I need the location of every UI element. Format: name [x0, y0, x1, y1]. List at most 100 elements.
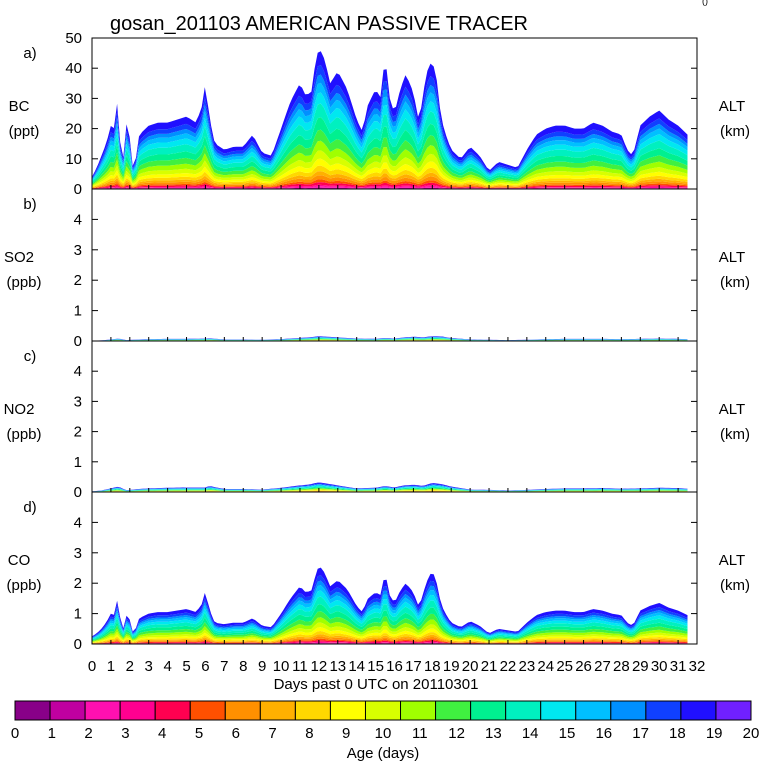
species-label-c: NO2: [4, 401, 35, 418]
x-tick-label: 7: [220, 658, 228, 675]
colorbar-swatch-2: [84, 700, 121, 721]
panel-b: 0 1 2 3 4 b) SO2 (ppb) ALT (km): [4, 188, 750, 350]
x-tick-label: 31: [670, 658, 687, 675]
colorbar-swatch-15: [540, 700, 577, 721]
colorbar-tick-label: 5: [195, 725, 203, 742]
y-tick-label-c: 2: [74, 424, 82, 441]
age-band-13-a: [92, 117, 688, 184]
y-tick-label-b: 3: [74, 242, 82, 259]
y-tick-label-c: 1: [74, 454, 82, 471]
age-band-15-b: [92, 337, 688, 341]
alt-units-b: (km): [720, 274, 750, 291]
x-tick-label: 8: [239, 658, 247, 675]
age-band-8-a: [92, 165, 688, 188]
colorbar-swatch-9: [329, 700, 366, 721]
x-tick-label: 3: [145, 658, 153, 675]
panel-frame-b: [91, 188, 698, 342]
units-label-c: (ppb): [6, 426, 41, 443]
colorbar-swatch-0: [14, 700, 51, 721]
age-band-10-a: [92, 150, 688, 187]
colorbar-tick-label: 16: [595, 725, 612, 742]
age-band-18-b: [92, 336, 688, 341]
x-tick-label: 24: [537, 658, 554, 675]
colorbar-swatch-10: [364, 700, 402, 721]
x-tick-label: 6: [201, 658, 209, 675]
units-label-a: (ppt): [9, 123, 40, 140]
x-tick-label: 10: [273, 658, 290, 675]
x-tick-label: 4: [163, 658, 171, 675]
age-band-7-d: [92, 634, 688, 644]
x-axis: 0 1 2 3 4 5 6 7 8 9 10 11 12 13 14 15 16 17 18 19 20 21 22 23 24…: [88, 658, 706, 675]
x-tick-label: 2: [126, 658, 134, 675]
alt-units-c: (km): [720, 426, 750, 443]
x-tick-label: 11: [292, 658, 308, 675]
x-axis-label: Days past 0 UTC on 20110301: [274, 676, 479, 693]
age-band-12-c: [92, 488, 688, 492]
x-tick-label: 18: [424, 658, 441, 675]
x-tick-label: 9: [258, 658, 266, 675]
x-tick-label: 13: [329, 658, 346, 675]
colorbar-tick-label: 14: [522, 725, 539, 742]
y-tick-label-d: 4: [74, 514, 82, 531]
age-band-16-c: [92, 484, 688, 492]
y-tick-label-a: 10: [65, 151, 82, 168]
x-tick-label: 15: [367, 658, 384, 675]
colorbar-tick-label: 7: [268, 725, 276, 742]
y-tick-label-a: 50: [65, 30, 82, 47]
colorbar-swatch-8: [294, 700, 331, 721]
colorbar-tick-label: 19: [706, 725, 723, 742]
age-band-9-d: [92, 627, 688, 643]
colorbar-swatch-16: [575, 700, 612, 721]
x-tick-label: 32: [689, 658, 706, 675]
colorbar-tick-label: 20: [743, 725, 760, 742]
y-tick-label-d: 3: [74, 545, 82, 562]
species-label-d: CO: [8, 552, 31, 569]
age-band-12-d: [92, 611, 688, 642]
colorbar-tick-label: 1: [48, 725, 56, 742]
colorbar-swatch-17: [610, 700, 647, 721]
x-tick-label: 5: [182, 658, 190, 675]
age-band-13-d: [92, 604, 688, 641]
alt-label-d: ALT: [719, 552, 745, 569]
colorbar-label: Age (days): [347, 745, 420, 762]
colorbar-swatch-12: [435, 700, 472, 721]
colorbar-tick-label: 18: [669, 725, 686, 742]
age-band-6-a: [92, 175, 688, 189]
y-tick-label-c: 3: [74, 393, 82, 410]
age-band-11-c: [92, 488, 688, 492]
colorbar-swatch-20: [715, 700, 752, 721]
species-label-b: SO2: [4, 249, 34, 266]
species-label-a: BC: [9, 98, 30, 115]
x-tick-label: 22: [500, 658, 517, 675]
colorbar-swatch-5: [189, 700, 226, 721]
age-band-5-a: [92, 179, 688, 189]
alt-label-c: ALT: [719, 401, 745, 418]
colorbar-tick-label: 17: [632, 725, 649, 742]
colorbar-swatch-18: [645, 700, 682, 721]
x-tick-label: 12: [311, 658, 328, 675]
colorbar-tick-label: 8: [305, 725, 313, 742]
corner-mark: (): [702, 0, 708, 6]
age-band-3-d: [92, 641, 688, 644]
age-band-6-d: [92, 636, 688, 644]
age-band-14-a: [92, 103, 688, 183]
colorbar-swatch-1: [49, 700, 86, 721]
y-tick-label-c: 0: [74, 484, 82, 501]
x-tick-label: 20: [462, 658, 479, 675]
x-tick-label: 1: [107, 658, 115, 675]
panel-c: 0 1 2 3 4 c) NO2 (ppb) ALT (km): [4, 340, 750, 501]
age-band-2-a: [92, 186, 688, 189]
x-tick-label: 29: [632, 658, 649, 675]
colorbar-tick-label: 3: [121, 725, 129, 742]
panel-frame-c: [91, 340, 698, 493]
colorbar-swatch-6: [224, 700, 261, 721]
age-band-15-c: [92, 485, 688, 492]
panel-label-d: d): [23, 499, 36, 516]
colorbar-tick-label: 12: [448, 725, 465, 742]
age-band-16-b: [92, 337, 688, 341]
x-tick-label: 14: [348, 658, 365, 675]
panel-label-a: a): [23, 45, 36, 62]
colorbar-swatch-7: [259, 700, 296, 721]
age-band-9-a: [92, 158, 688, 187]
units-label-d: (ppb): [6, 577, 41, 594]
